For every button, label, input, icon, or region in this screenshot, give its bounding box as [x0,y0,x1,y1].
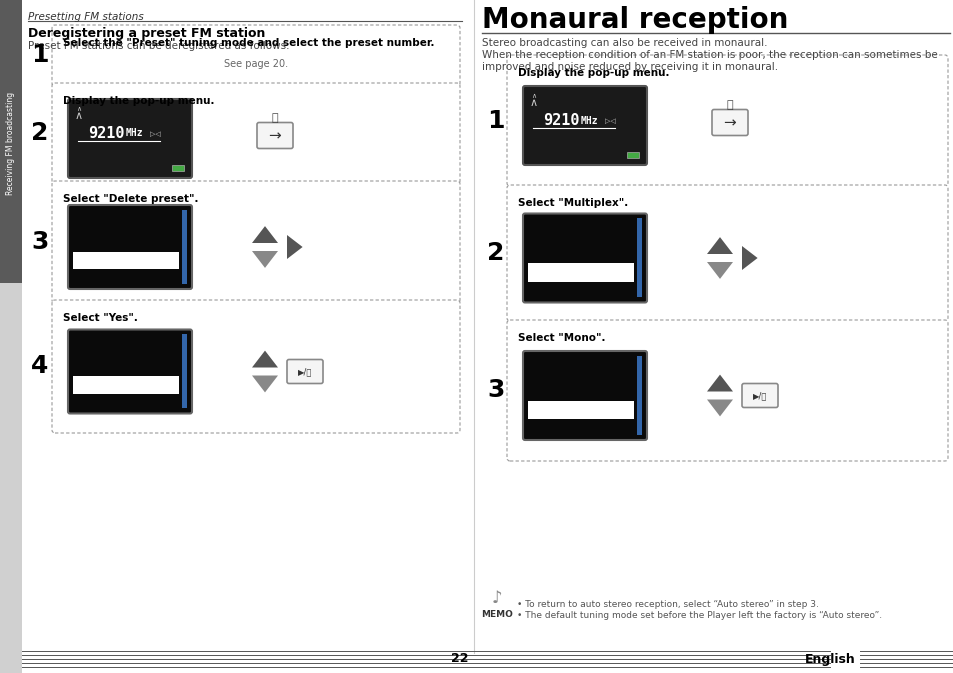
FancyBboxPatch shape [52,25,459,86]
Text: 9210: 9210 [89,126,125,141]
Text: ▷◁: ▷◁ [150,131,161,137]
FancyBboxPatch shape [256,122,293,149]
Text: See page 20.: See page 20. [224,59,288,69]
Bar [527,400,634,419]
Text: ⏻: ⏻ [726,100,733,110]
Text: ∧: ∧ [76,106,81,112]
Polygon shape [706,237,732,254]
Text: ∧: ∧ [531,93,536,99]
FancyBboxPatch shape [506,185,947,321]
Bar [637,356,641,435]
Bar [73,376,179,394]
Text: ▶/⏸: ▶/⏸ [752,391,766,400]
Text: Stereo broadcasting can also be received in monaural.: Stereo broadcasting can also be received… [481,38,767,48]
Text: MHz: MHz [580,116,598,125]
Text: 2: 2 [487,241,504,265]
Text: English: English [804,653,855,666]
Text: Presetting FM stations: Presetting FM stations [28,12,144,22]
Polygon shape [741,246,757,270]
FancyBboxPatch shape [52,300,459,433]
Text: Deregistering a preset FM station: Deregistering a preset FM station [28,27,265,40]
Text: →: → [723,115,736,130]
Bar [626,152,639,158]
FancyBboxPatch shape [506,320,947,461]
Polygon shape [706,400,732,417]
Text: Select the "Preset" tuning mode and select the preset number.: Select the "Preset" tuning mode and sele… [63,38,434,48]
FancyBboxPatch shape [741,384,778,407]
Text: ▷◁: ▷◁ [604,118,615,125]
Text: 4: 4 [31,355,49,378]
Polygon shape [287,235,302,259]
FancyBboxPatch shape [522,213,646,302]
FancyBboxPatch shape [287,359,323,384]
Text: When the reception condition of an FM station is poor, the reception can sometim: When the reception condition of an FM st… [481,50,937,71]
Text: MHz: MHz [126,129,144,139]
Polygon shape [706,262,732,279]
Text: Select "Yes".: Select "Yes". [63,313,138,323]
FancyBboxPatch shape [68,99,192,178]
Text: • The default tuning mode set before the Player left the factory is “Auto stereo: • The default tuning mode set before the… [517,611,882,620]
FancyBboxPatch shape [52,181,459,303]
Text: 3: 3 [31,230,49,254]
Text: Select "Delete preset".: Select "Delete preset". [63,194,198,204]
Text: 22: 22 [451,653,468,666]
Text: Select "Multiplex".: Select "Multiplex". [517,198,628,208]
FancyBboxPatch shape [522,86,646,165]
Text: ⏻: ⏻ [272,114,278,124]
Text: 1: 1 [31,44,49,67]
Bar [172,165,184,171]
FancyBboxPatch shape [68,205,192,289]
Text: ▶/⏸: ▶/⏸ [297,367,312,376]
Text: →: → [269,128,281,143]
Text: Receiving FM broadcasting: Receiving FM broadcasting [7,92,15,194]
Text: MEMO: MEMO [480,610,513,619]
Text: ∧: ∧ [75,111,83,121]
Polygon shape [706,375,732,392]
Text: 2: 2 [31,122,49,145]
Text: 3: 3 [487,378,504,402]
Text: Select "Mono".: Select "Mono". [517,333,605,343]
Bar [73,252,179,269]
Polygon shape [252,376,277,392]
Text: ∧: ∧ [530,98,537,108]
Bar [637,219,641,297]
FancyBboxPatch shape [522,351,646,440]
Text: 9210: 9210 [543,113,579,128]
Text: ♪: ♪ [491,589,502,607]
Bar [0,0,22,283]
Text: Display the pop-up menu.: Display the pop-up menu. [517,68,669,78]
Text: • To return to auto stereo reception, select “Auto stereo” in step 3.: • To return to auto stereo reception, se… [517,600,818,609]
FancyBboxPatch shape [711,110,747,135]
Bar [527,263,634,282]
Bar [182,334,187,409]
Bar [182,210,187,284]
Polygon shape [252,351,277,367]
FancyBboxPatch shape [52,83,459,184]
Text: Preset FM stations can be deregistered as follows.: Preset FM stations can be deregistered a… [28,41,289,51]
Text: 1: 1 [487,108,504,133]
FancyBboxPatch shape [68,330,192,413]
Polygon shape [252,226,277,243]
FancyBboxPatch shape [506,55,947,186]
Bar [0,283,22,673]
Text: Monaural reception: Monaural reception [481,6,787,34]
Text: Display the pop-up menu.: Display the pop-up menu. [63,96,214,106]
Polygon shape [252,251,277,268]
